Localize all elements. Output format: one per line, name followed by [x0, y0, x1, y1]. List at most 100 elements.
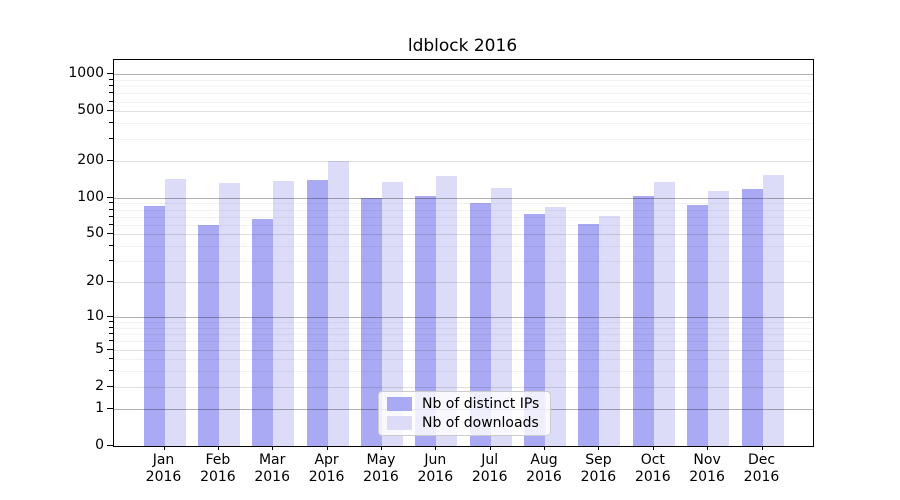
y-axis-minor-tick	[109, 358, 113, 360]
gridline	[114, 316, 813, 318]
bar-downloads	[708, 191, 730, 446]
y-axis-tick	[107, 385, 113, 387]
bar-distinct-ips	[687, 205, 709, 446]
bar-distinct-ips	[252, 218, 274, 446]
x-axis-tick	[761, 446, 763, 450]
y-axis-tick	[107, 407, 113, 409]
gridline	[114, 371, 813, 373]
x-axis-tick	[489, 446, 491, 450]
y-axis-minor-tick	[109, 122, 113, 124]
bar-distinct-ips	[143, 205, 165, 446]
chart-title: ldblock 2016	[407, 36, 518, 56]
gridline	[114, 341, 813, 343]
plot-area	[113, 59, 814, 447]
x-tick-label: Mar 2016	[254, 452, 290, 485]
gridline	[114, 282, 813, 284]
gridline	[114, 93, 813, 95]
bar-distinct-ips	[469, 203, 491, 446]
y-tick-label: 5	[95, 340, 104, 357]
bar-distinct-ips	[361, 197, 382, 446]
gridline	[114, 138, 813, 140]
x-axis-tick	[326, 446, 328, 450]
bar-downloads	[599, 215, 621, 446]
x-axis-tick	[707, 446, 709, 450]
gridline	[114, 224, 813, 226]
x-axis-tick	[435, 446, 437, 450]
y-axis-minor-tick	[109, 370, 113, 372]
y-tick-label: 2	[95, 377, 104, 394]
bar-downloads	[545, 206, 566, 446]
x-axis-tick	[163, 446, 165, 450]
bar-distinct-ips	[415, 196, 437, 446]
y-axis-minor-tick	[109, 208, 113, 210]
bar-downloads	[653, 182, 675, 446]
legend-swatch-downloads	[387, 416, 412, 430]
y-axis-tick	[107, 348, 113, 350]
y-axis-tick	[107, 281, 113, 283]
legend-item-downloads: Nb of downloads	[387, 415, 539, 431]
bar-downloads	[490, 188, 512, 446]
legend-item-distinct-ips: Nb of distinct IPs	[387, 396, 539, 412]
gridline	[114, 327, 813, 329]
x-tick-label: Jan 2016	[145, 452, 182, 485]
bar-downloads	[164, 179, 186, 446]
legend-label-downloads: Nb of downloads	[422, 415, 539, 431]
y-axis-tick	[107, 196, 113, 198]
x-axis-tick	[598, 446, 600, 450]
legend-label-distinct-ips: Nb of distinct IPs	[422, 396, 540, 412]
bar-distinct-ips	[578, 223, 600, 446]
bar-downloads	[436, 175, 458, 446]
legend: Nb of distinct IPs Nb of downloads	[378, 391, 552, 436]
y-axis-minor-tick	[109, 202, 113, 204]
gridline	[114, 349, 813, 351]
x-tick-label: Jul 2016	[471, 452, 508, 485]
bar-distinct-ips	[197, 224, 219, 446]
x-axis-tick	[652, 446, 654, 450]
x-tick-label: Aug 2016	[526, 452, 562, 485]
y-axis-tick	[107, 315, 113, 317]
x-tick-label: May 2016	[363, 452, 399, 485]
y-axis-minor-tick	[109, 333, 113, 335]
bar-distinct-ips	[741, 188, 763, 446]
y-tick-label: 500	[77, 102, 104, 119]
y-axis-tick	[107, 445, 113, 446]
gridline	[114, 111, 813, 113]
gridline	[114, 203, 813, 205]
x-axis-tick	[217, 446, 219, 450]
y-axis-tick	[107, 159, 113, 161]
y-axis-minor-tick	[109, 137, 113, 139]
x-axis-tick	[381, 446, 382, 450]
gridline	[114, 197, 813, 199]
gridline	[114, 74, 813, 76]
y-axis-tick	[107, 73, 113, 75]
gridline	[114, 359, 813, 361]
gridline	[114, 79, 813, 81]
y-axis-minor-tick	[109, 100, 113, 102]
gridline	[114, 322, 813, 324]
x-tick-label: Nov 2016	[689, 452, 725, 485]
legend-swatch-distinct-ips	[387, 397, 412, 411]
gridline	[114, 160, 813, 162]
y-tick-label: 1	[95, 399, 104, 416]
y-axis-minor-tick	[109, 223, 113, 225]
bar-downloads	[218, 183, 240, 446]
y-axis-minor-tick	[109, 326, 113, 328]
x-tick-label: Apr 2016	[308, 452, 345, 485]
gridline	[114, 123, 813, 125]
x-axis-tick	[272, 446, 274, 450]
bar-distinct-ips	[632, 196, 654, 446]
y-tick-label: 1000	[68, 65, 104, 82]
y-axis-minor-tick	[109, 260, 113, 262]
y-axis-minor-tick	[109, 245, 113, 247]
gridline	[114, 234, 813, 236]
bar-downloads	[273, 181, 295, 446]
gridline	[114, 386, 813, 388]
bar-distinct-ips	[306, 180, 328, 446]
gridline	[114, 86, 813, 88]
bar-downloads	[382, 182, 403, 446]
x-tick-label: Sep 2016	[580, 452, 617, 485]
y-tick-label: 20	[86, 273, 104, 290]
gridline	[114, 334, 813, 336]
bar-downloads	[762, 174, 784, 446]
